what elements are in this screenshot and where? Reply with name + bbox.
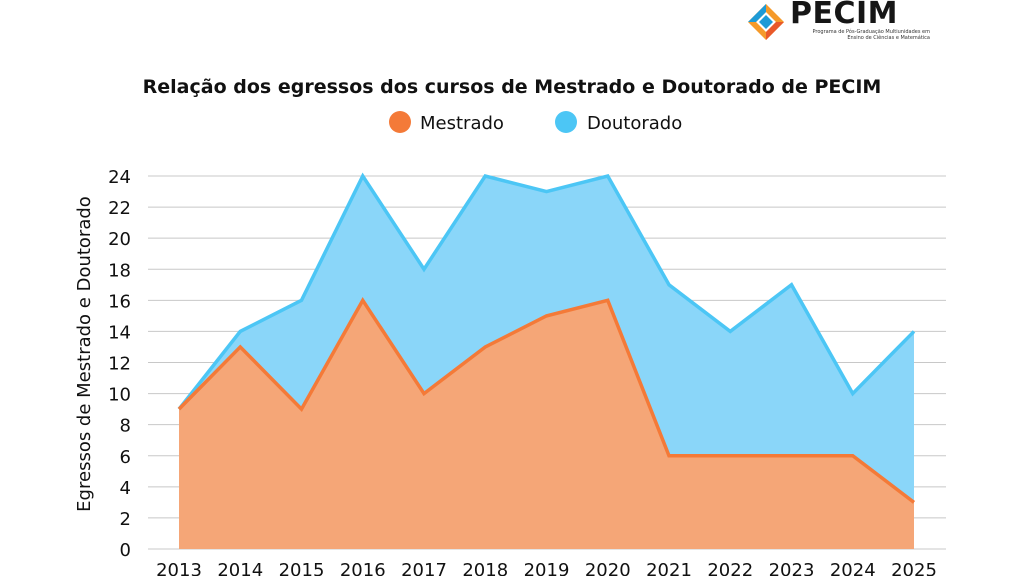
logo-subtitle: Programa de Pós-Graduação Multiunidades … <box>790 29 930 41</box>
legend: Mestrado Doutorado <box>389 111 682 134</box>
x-tick-label: 2019 <box>524 560 570 576</box>
x-tick-label: 2018 <box>462 560 508 576</box>
plot-area <box>177 172 916 549</box>
chart-title: Relação dos egressos dos cursos de Mestr… <box>143 76 882 98</box>
x-tick-label: 2022 <box>707 560 753 576</box>
y-tick-label: 0 <box>120 540 131 561</box>
logo-title: PECIM <box>790 0 899 31</box>
x-tick-label: 2017 <box>401 560 447 576</box>
y-axis-title: Egressos de Mestrado e Doutorado <box>74 196 95 512</box>
y-tick-label: 6 <box>120 447 131 468</box>
legend-label-mestrado: Mestrado <box>420 113 504 134</box>
x-tick-label: 2024 <box>830 560 876 576</box>
x-axis: 2013 2014 2015 2016 2017 2018 2019 2020 2021 2022… <box>156 560 937 576</box>
logo-subtitle-line1: Programa de Pós-Graduação Multiunidades … <box>812 29 930 35</box>
x-tick-label: 2013 <box>156 560 202 576</box>
y-tick-label: 14 <box>108 322 131 343</box>
y-tick-label: 18 <box>108 260 131 281</box>
x-tick-label: 2023 <box>769 560 815 576</box>
x-tick-label: 2025 <box>891 560 937 576</box>
y-tick-label: 10 <box>108 385 131 406</box>
line-mestrado <box>177 296 916 504</box>
y-tick-label: 16 <box>108 291 131 312</box>
x-tick-label: 2015 <box>279 560 325 576</box>
x-tick-label: 2020 <box>585 560 631 576</box>
pecim-logo: PECIM Programa de Pós-Graduação Multiuni… <box>744 0 944 44</box>
x-tick-label: 2021 <box>646 560 692 576</box>
legend-marker-doutorado <box>555 111 577 133</box>
legend-label-doutorado: Doutorado <box>587 113 682 134</box>
x-tick-label: 2016 <box>340 560 386 576</box>
y-tick-label: 8 <box>120 416 131 437</box>
y-tick-label: 20 <box>108 229 131 250</box>
area-mestrado <box>179 300 914 549</box>
y-tick-label: 4 <box>120 478 131 499</box>
line-doutorado <box>177 172 916 411</box>
logo-mark-icon <box>748 4 784 40</box>
y-tick-label: 2 <box>120 509 131 530</box>
legend-marker-mestrado <box>389 111 411 133</box>
y-tick-label: 12 <box>108 354 131 375</box>
logo-subtitle-line2: Ensino de Ciências e Matemática <box>847 35 930 41</box>
x-tick-label: 2014 <box>217 560 263 576</box>
y-tick-label: 24 <box>108 167 131 188</box>
y-tick-label: 22 <box>108 198 131 219</box>
